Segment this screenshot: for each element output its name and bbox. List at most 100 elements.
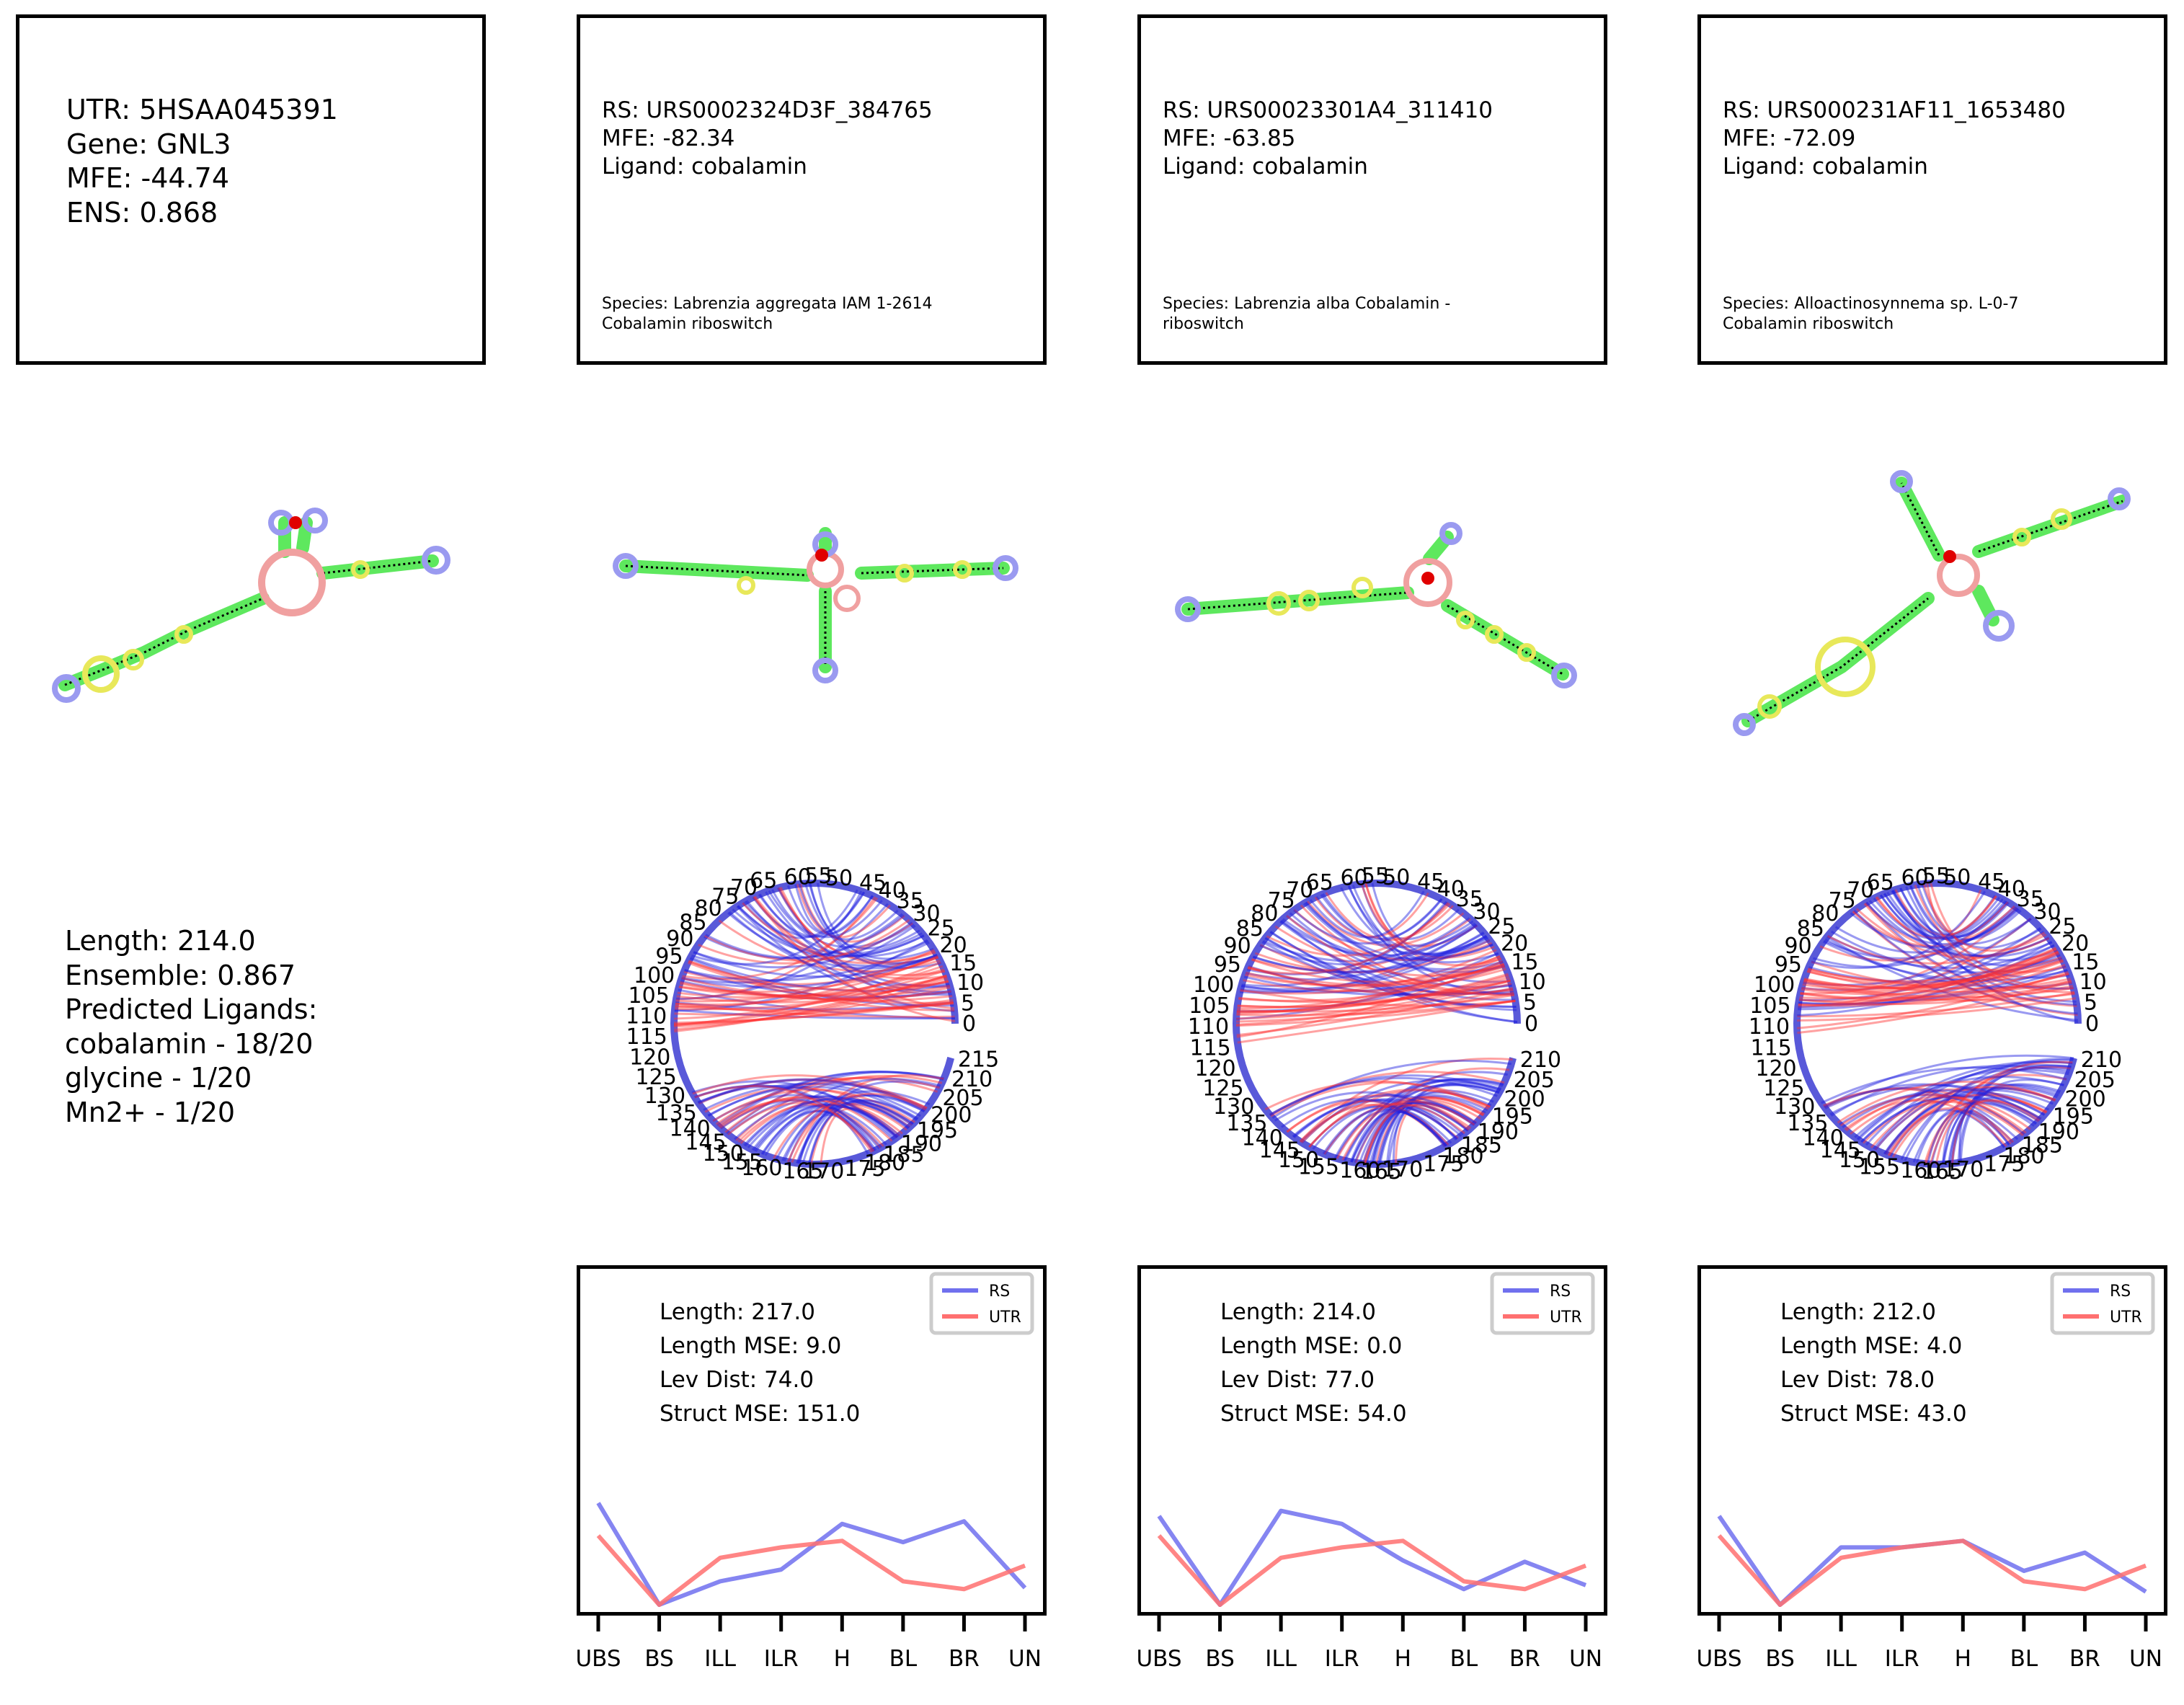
arc-tick-label: 170	[803, 1159, 844, 1184]
base-pair-arc	[720, 1099, 882, 1148]
base-pair-arc	[732, 908, 925, 958]
base-pair-arc	[717, 1099, 875, 1152]
chart-annotation: Length: 214.0	[1220, 1299, 1376, 1325]
arc-tick-label: 55	[804, 864, 832, 889]
base-pair-arc	[1236, 960, 1504, 1038]
interior-loop	[1266, 591, 1291, 616]
base-pair-arc	[1286, 1094, 1472, 1133]
base-pair-arc	[1354, 1084, 1500, 1164]
base-pair-arc	[1855, 908, 2050, 959]
comparison-chart-1: UBS BS ILL ILR H BL BR UN Length: 217.0 Length MS…	[575, 1265, 1047, 1672]
base-pair-arc	[1236, 957, 1502, 1015]
base-pair-arc	[1806, 959, 2064, 986]
base-pair-arc	[786, 1092, 928, 1163]
base-pair-arc	[673, 1001, 954, 1024]
hairpin-loop	[422, 546, 450, 575]
base-pair-arc	[1870, 1086, 2056, 1148]
base-pair-arc	[796, 1094, 926, 1164]
arc-tick-label: 0	[1524, 1011, 1538, 1037]
base-pair-arc	[742, 902, 936, 965]
hairpin-loop	[302, 508, 328, 533]
base-pair-arc	[675, 965, 944, 1006]
hairpin-loop	[1439, 522, 1462, 545]
arc-tick-label: 5	[2084, 991, 2098, 1016]
base-pair-arc	[1245, 962, 1504, 988]
base-pair-arc	[1236, 963, 1505, 1013]
base-pair-arc	[680, 980, 951, 1001]
base-pair-arc	[1235, 999, 1516, 1027]
base-pair-arc	[688, 960, 949, 991]
base-pair-arc	[1803, 952, 2060, 990]
base-pair-arc	[1834, 906, 2017, 954]
rs-info-text-3: RS: URS000231AF11_1653480 MFE: -72.09 Li…	[1723, 97, 2066, 182]
utr-info-box: UTR: 5HSAA045391 Gene: GNL3 MFE: -44.74 …	[16, 14, 486, 365]
arc-tick-label: 125	[1202, 1076, 1243, 1101]
base-pair-arc	[1889, 1109, 2006, 1157]
base-pair-arc	[1286, 915, 1514, 996]
base-pair-arc	[1305, 901, 1506, 973]
rna-structure-rs-3	[1733, 470, 2131, 736]
series-line-utr	[596, 1534, 1026, 1607]
base-pair-arc	[681, 977, 953, 1002]
interior-loop	[123, 649, 144, 670]
rna-structure-rs-1	[613, 527, 1018, 683]
arc-tick-label: 30	[913, 901, 940, 926]
hairpin-loop	[52, 674, 81, 703]
base-pair-arc	[1799, 947, 2056, 1000]
base-pair-arc	[725, 1071, 944, 1134]
base-pair-arc	[1824, 1083, 2041, 1120]
base-pair-arc	[1237, 979, 1511, 1009]
base-pair-arc	[1798, 917, 2032, 1009]
arc-tick-label: 80	[1251, 901, 1278, 926]
chart-annotation: Struct MSE: 54.0	[1220, 1401, 1407, 1427]
base-pair-arc	[1824, 1086, 2025, 1135]
base-pair-arc	[1369, 1091, 1492, 1165]
base-pair-arc	[1958, 1110, 2010, 1163]
base-pair-arc	[1333, 1109, 1447, 1159]
base-pair-arc	[1808, 954, 2061, 983]
base-pair-arc	[744, 900, 923, 955]
base-pair-arc	[1854, 1076, 2064, 1138]
base-pair-arc	[689, 957, 954, 1007]
arc-tick-label: 115	[1750, 1036, 1791, 1061]
base-pair-arc	[1823, 1087, 2015, 1143]
rs-mfe-3: MFE: -72.09	[1723, 125, 1856, 152]
base-pair-arc	[1271, 1059, 1512, 1120]
comparison-chart-3: UBS BS ILL ILR H BL BR UN Length: 212.0 Length MS…	[1696, 1265, 2167, 1672]
arc-tick-label: 60	[1340, 865, 1367, 890]
base-pair-arc	[1309, 890, 1425, 939]
base-pair-arc	[1925, 1066, 2072, 1164]
base-pair-arc	[1927, 1110, 2010, 1164]
base-pair-arc	[1254, 939, 1491, 973]
chart-annotation: Lev Dist: 78.0	[1780, 1367, 1935, 1393]
x-tick-label: BS	[1205, 1646, 1234, 1672]
base-pair-arc	[674, 974, 947, 1033]
base-pair-arc	[759, 893, 874, 938]
base-pair-arc	[675, 949, 935, 1003]
rs-id-3: RS: URS000231AF11_1653480	[1723, 97, 2066, 123]
arc-tick-label: 45	[1417, 869, 1444, 895]
base-pair-arc	[687, 961, 955, 1012]
base-pair-arc	[1891, 1094, 2048, 1158]
base-pair-arc	[737, 905, 925, 957]
base-pair-arc	[703, 1082, 921, 1117]
rna-structure-utr	[52, 508, 450, 703]
base-pair-arc	[1364, 1094, 1488, 1164]
base-pair-arc	[1830, 1065, 2070, 1117]
base-pair-arc	[1274, 925, 1506, 977]
base-pair-arc	[1237, 976, 1510, 1009]
base-pair-arc	[1885, 1089, 2054, 1156]
base-pair-arc	[680, 980, 951, 1000]
base-pair-arc	[1253, 934, 1487, 974]
hairpin-loop	[1983, 610, 2015, 642]
base-pair-arc	[809, 882, 920, 949]
base-pair-arc	[1891, 890, 2009, 939]
base-pair-arc	[786, 885, 874, 936]
arc-tick-label: 130	[644, 1084, 685, 1109]
base-pair-arc	[693, 921, 913, 969]
base-pair-arc	[682, 897, 879, 980]
base-pair-arc	[1300, 1088, 1491, 1143]
arc-tick-label: 155	[1298, 1154, 1339, 1179]
x-tick-label: UBS	[575, 1646, 621, 1672]
base-pair-arc	[1797, 991, 2075, 1018]
